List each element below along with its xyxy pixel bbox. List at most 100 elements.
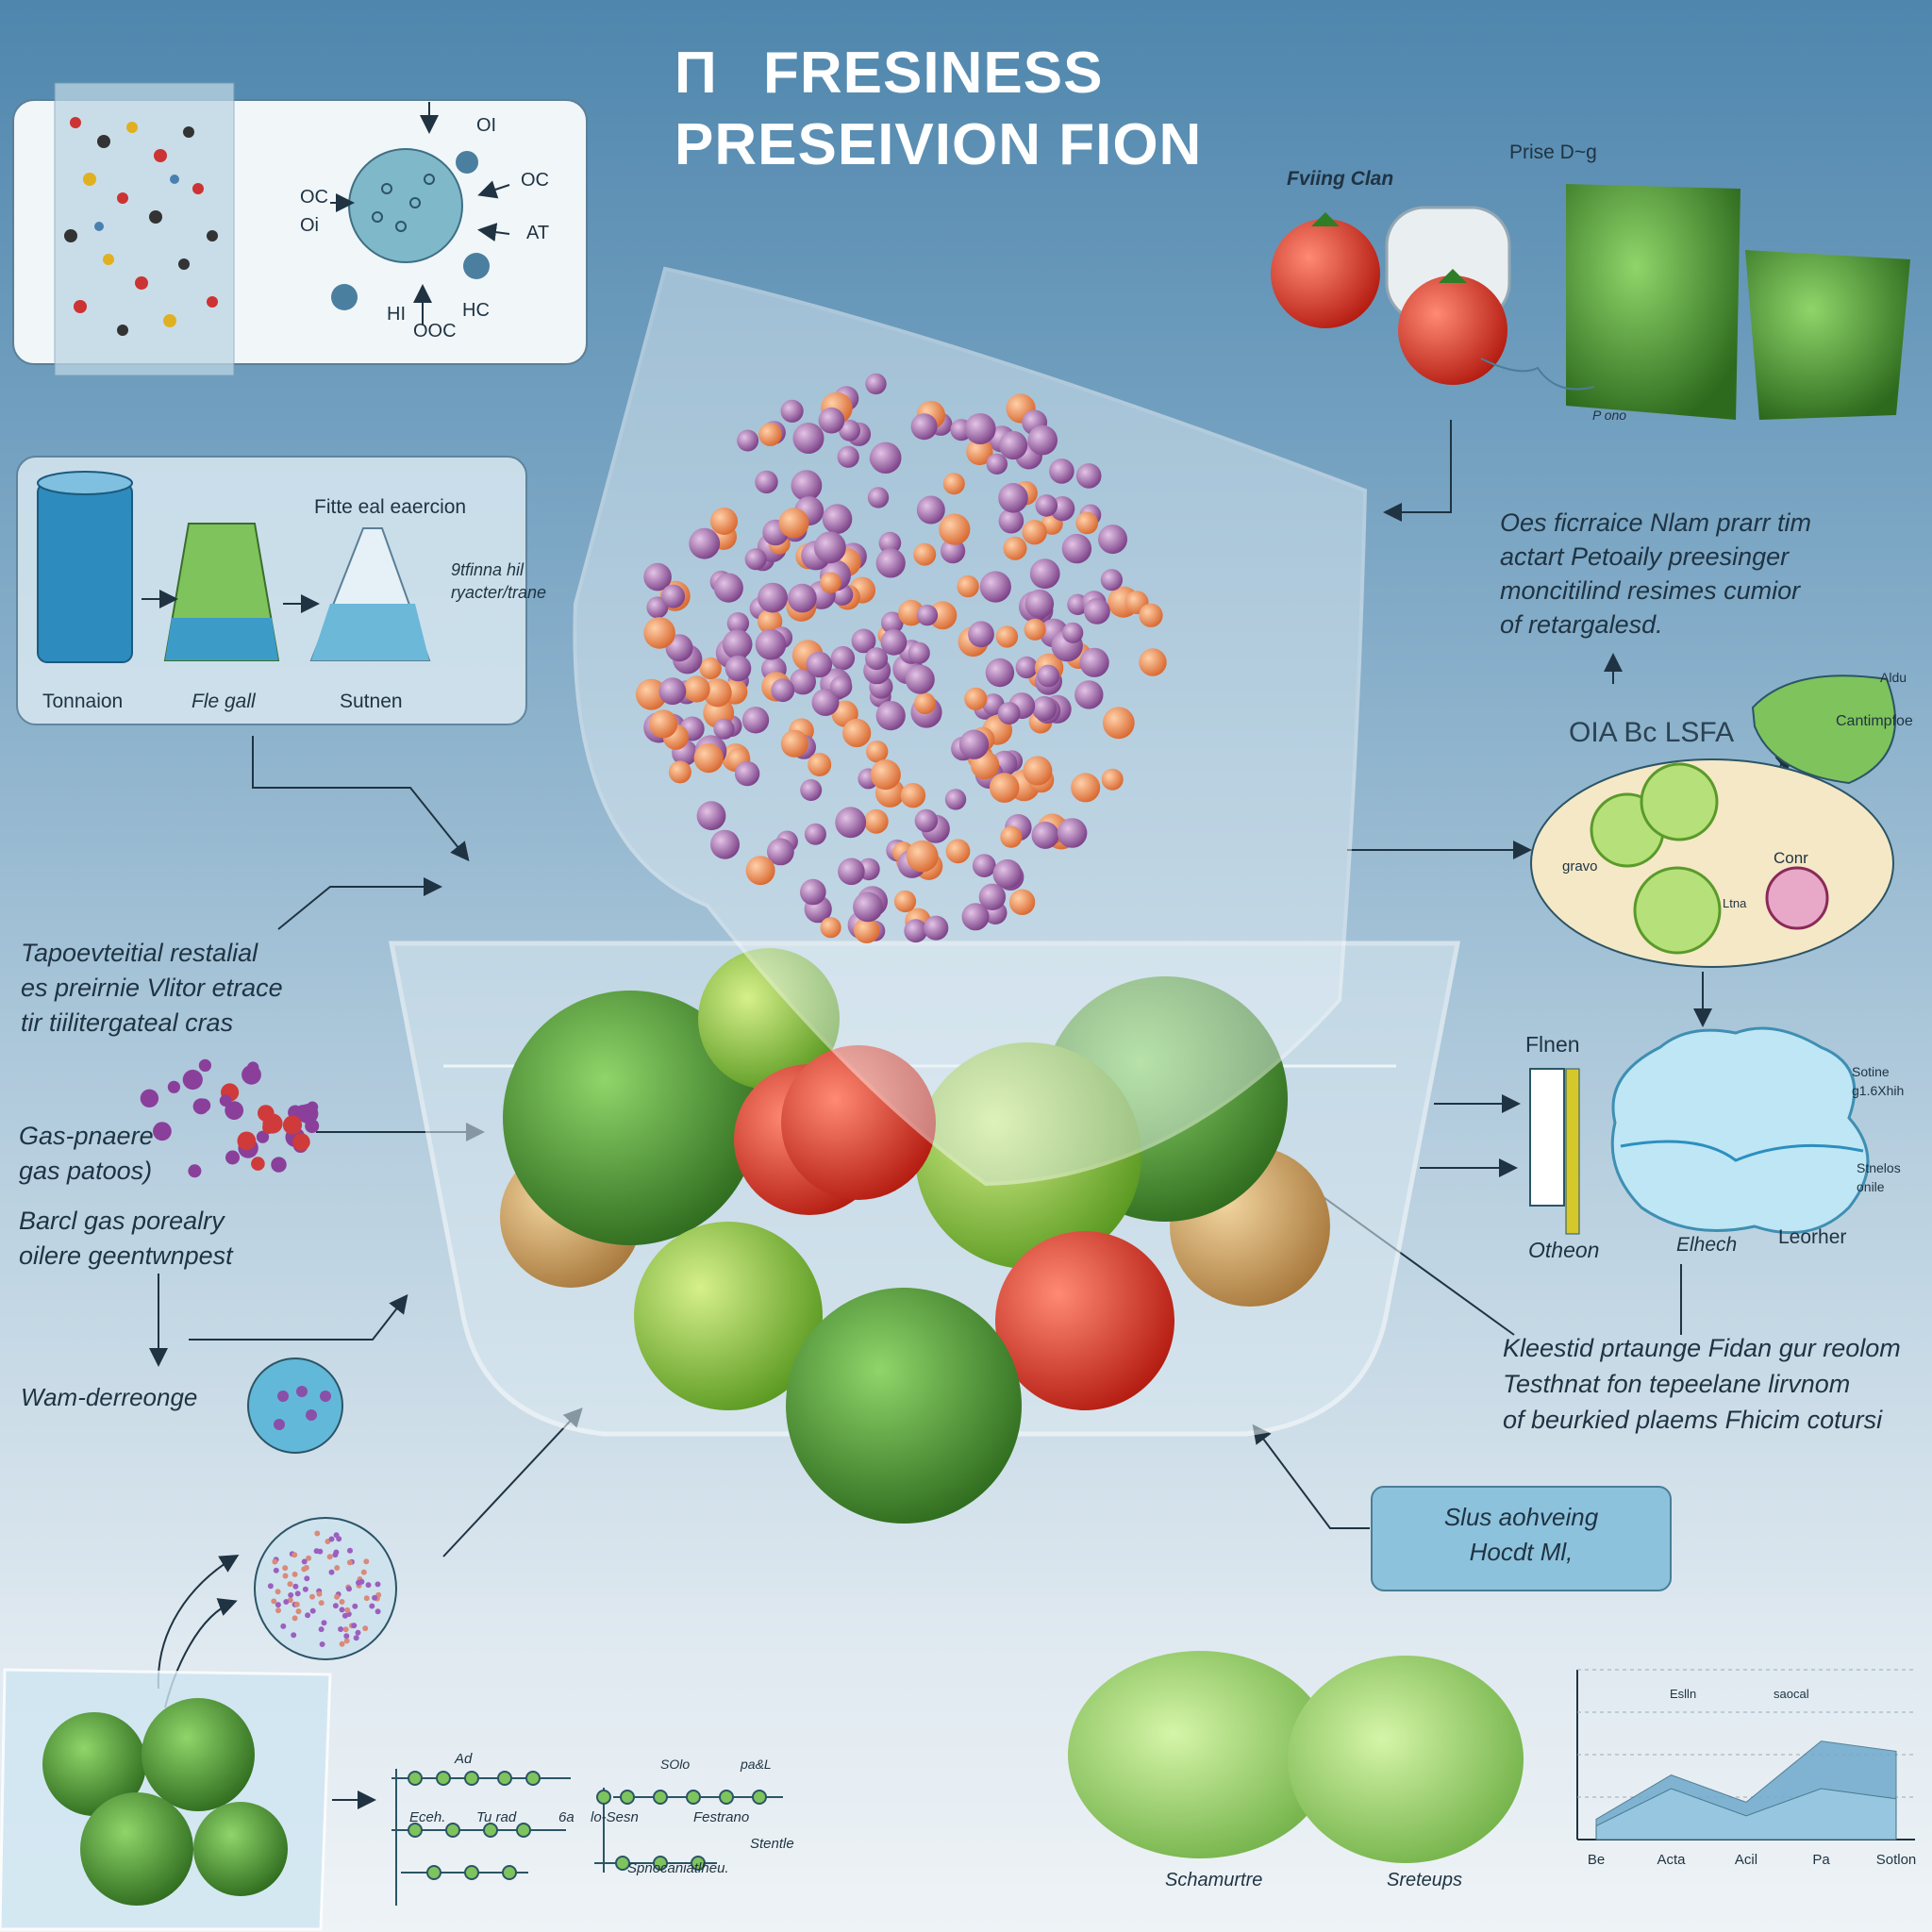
berry bbox=[972, 854, 996, 877]
berry bbox=[1037, 664, 1060, 688]
network-node bbox=[752, 1790, 767, 1805]
warm-label: Wam-derreonge bbox=[21, 1383, 198, 1411]
particle bbox=[342, 1626, 349, 1633]
berry bbox=[941, 539, 966, 564]
network-label: Eceh. bbox=[409, 1809, 446, 1825]
molecule bbox=[247, 1061, 259, 1074]
particle bbox=[304, 1575, 310, 1582]
berry bbox=[964, 413, 996, 444]
berry bbox=[1062, 622, 1084, 643]
particle bbox=[318, 1626, 325, 1633]
berry bbox=[863, 808, 889, 834]
particle bbox=[305, 1612, 311, 1619]
berry bbox=[758, 608, 783, 634]
berry bbox=[800, 779, 823, 801]
berry bbox=[1071, 773, 1101, 803]
berry bbox=[822, 504, 853, 534]
particle bbox=[343, 1638, 350, 1644]
legend-label: saocal bbox=[1774, 1687, 1809, 1701]
berry bbox=[820, 572, 841, 593]
berry bbox=[780, 729, 808, 758]
membrane-label-oc-right: OC bbox=[521, 170, 549, 191]
particle bbox=[292, 1583, 299, 1590]
particle bbox=[332, 1552, 339, 1558]
berry bbox=[900, 783, 926, 808]
center-callout: Slus aohveing Hocdt Ml, bbox=[1371, 1486, 1672, 1591]
network-node bbox=[719, 1790, 734, 1805]
berry bbox=[979, 571, 1011, 603]
berry bbox=[853, 891, 883, 923]
molecule bbox=[251, 1157, 265, 1171]
berry bbox=[942, 473, 965, 495]
beaker-note: 9tfinna hil ryacter/trane bbox=[451, 558, 546, 604]
bottom-network bbox=[391, 1769, 783, 1906]
berry bbox=[710, 829, 740, 859]
berry bbox=[1075, 463, 1102, 489]
berry bbox=[780, 399, 804, 423]
flow-bottom-label-1: Otheon bbox=[1528, 1238, 1600, 1262]
berry bbox=[914, 808, 938, 833]
paragraph-line: actart Petoaily preesinger bbox=[1500, 542, 1790, 571]
particle bbox=[372, 1594, 378, 1601]
particle bbox=[375, 1608, 381, 1615]
area-chart: Be Acta Acil Pa Sotlon Eslln saocal bbox=[1576, 1669, 1916, 1868]
berry bbox=[1027, 425, 1058, 456]
berry bbox=[791, 470, 823, 502]
particle bbox=[363, 1558, 370, 1565]
title-prefix: Π bbox=[675, 41, 718, 106]
flow-arrows bbox=[149, 420, 1796, 1809]
berry bbox=[726, 612, 750, 635]
series-area bbox=[1595, 1788, 1897, 1840]
berry bbox=[986, 453, 1008, 475]
flow-side-line: Sotine bbox=[1852, 1064, 1890, 1079]
paragraph-line: es preirnie Vlitor etrace bbox=[21, 974, 283, 1002]
berry bbox=[1024, 618, 1046, 641]
berry bbox=[966, 438, 993, 466]
particle bbox=[291, 1571, 298, 1577]
berry bbox=[1061, 533, 1092, 564]
molecule bbox=[219, 1094, 232, 1107]
membrane-label-hc: HC bbox=[462, 300, 490, 321]
berry bbox=[737, 429, 759, 452]
berry bbox=[713, 718, 735, 740]
membrane-particles bbox=[64, 117, 218, 336]
berry bbox=[1057, 818, 1088, 848]
berry bbox=[668, 760, 691, 784]
molecule bbox=[237, 1131, 257, 1151]
molecule bbox=[188, 1164, 202, 1178]
beaker-note-line: 9tfinna hil bbox=[451, 560, 525, 579]
berry bbox=[865, 647, 889, 671]
berry bbox=[998, 483, 1028, 513]
right-diagrams bbox=[1529, 675, 1896, 1235]
berry bbox=[703, 678, 732, 708]
berry bbox=[1031, 695, 1058, 722]
lettuce-heads bbox=[1068, 1651, 1524, 1863]
berry bbox=[928, 601, 958, 630]
particle bbox=[338, 1626, 344, 1632]
berry bbox=[842, 718, 872, 748]
x-tick-label: Be bbox=[1588, 1852, 1605, 1868]
particle bbox=[358, 1578, 365, 1585]
network-node bbox=[691, 1856, 706, 1871]
particle bbox=[283, 1599, 290, 1605]
grape-cluster bbox=[635, 373, 1167, 943]
molecule bbox=[182, 1069, 203, 1091]
membrane-panel bbox=[12, 82, 588, 376]
title-line-1: FRESINESS bbox=[763, 41, 1104, 106]
lettuce-label-2: Sreteups bbox=[1387, 1870, 1463, 1890]
network-node bbox=[464, 1771, 479, 1786]
berry bbox=[661, 584, 686, 608]
beaker-label-3: Sutnen bbox=[340, 691, 403, 712]
berry bbox=[1024, 589, 1055, 619]
produce bbox=[500, 948, 1330, 1524]
network-label: Spnocaniatlheu. bbox=[627, 1860, 729, 1876]
molecule bbox=[192, 1098, 209, 1115]
network-label: Tu rad bbox=[476, 1809, 517, 1825]
molecule bbox=[256, 1130, 270, 1143]
particle bbox=[339, 1599, 345, 1605]
berry bbox=[643, 562, 672, 591]
berry bbox=[808, 753, 832, 776]
oval-label-small: Ltna bbox=[1723, 896, 1747, 910]
berry bbox=[744, 548, 767, 571]
berry bbox=[758, 423, 782, 446]
